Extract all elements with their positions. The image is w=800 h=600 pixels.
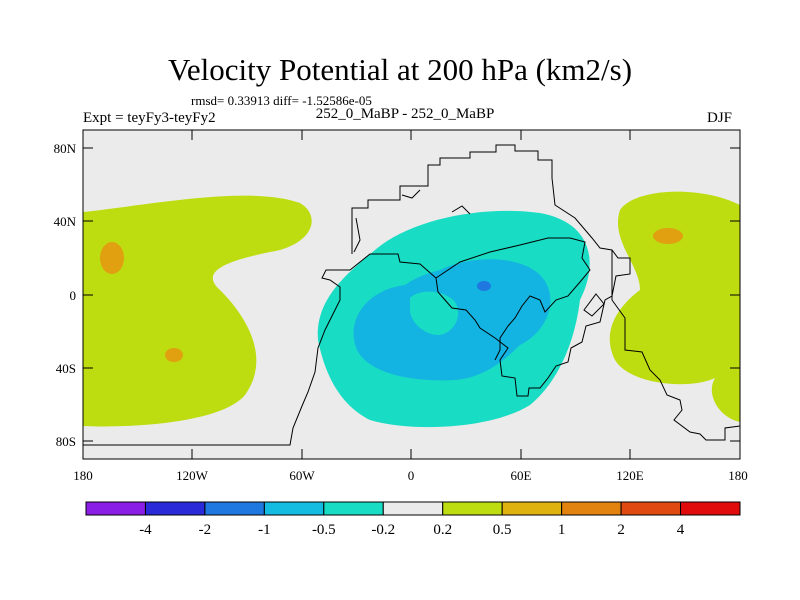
colorbar-label: -2	[199, 522, 212, 538]
colorbar-swatch	[501, 501, 563, 516]
lat-ticks	[83, 147, 740, 442]
lat-label: 80S	[56, 434, 76, 449]
colorbar-swatch	[144, 501, 206, 516]
colorbar-label: -4	[139, 522, 152, 538]
positive-max-east	[653, 228, 683, 244]
coastline-inner	[435, 237, 591, 361]
colorbar-label: -1	[258, 522, 271, 538]
lon-label: 120E	[616, 468, 644, 483]
lon-label: 0	[408, 468, 415, 483]
coastline-island-d	[583, 293, 605, 317]
plot-subtitle: 252_0_MaBP - 252_0_MaBP	[315, 106, 495, 122]
positive-anomaly-region-east	[609, 191, 740, 422]
colorbar-label: -0.2	[371, 522, 395, 538]
colorbar-label: 2	[617, 522, 625, 538]
colorbar-swatch	[85, 501, 146, 516]
lon-label: 60E	[511, 468, 532, 483]
colorbar-label: 0.5	[493, 522, 512, 538]
colorbar-swatch	[561, 501, 622, 516]
lon-labels: 180 120W 60W 0 60E 120E 180	[73, 468, 748, 483]
colorbar-label: 0.2	[433, 522, 452, 538]
colorbar-swatch	[442, 501, 503, 516]
colorbar	[85, 501, 741, 516]
coastlines	[83, 144, 740, 446]
experiment-label: Expt = teyFy3-teyFy2	[83, 110, 216, 126]
lat-label: 80N	[54, 141, 77, 156]
contour-fills	[83, 191, 740, 428]
lon-label: 120W	[176, 468, 209, 483]
colorbar-swatch	[263, 501, 325, 516]
colorbar-swatch	[204, 501, 265, 516]
colorbar-label: -0.5	[312, 522, 336, 538]
colorbar-swatch	[323, 501, 384, 516]
negative-minimum	[477, 281, 491, 291]
colorbar-swatch	[680, 501, 741, 516]
rmsd-diff-stats: rmsd= 0.33913 diff= -1.52586e-05	[191, 93, 372, 108]
colorbar-labels: -4 -2 -1 -0.5 -0.2 0.2 0.5 1 2 4	[139, 522, 685, 538]
coastline-island-b	[401, 189, 421, 199]
lat-labels: 80N 40N 0 40S 80S	[54, 141, 77, 449]
colorbar-swatch	[382, 501, 444, 516]
colorbar-swatch	[620, 501, 682, 516]
negative-inner-ring	[410, 291, 459, 336]
lat-label: 40N	[54, 214, 77, 229]
positive-max-west-north	[100, 242, 124, 274]
lat-label: 0	[70, 288, 77, 303]
lon-label: 180	[73, 468, 93, 483]
positive-max-west-south	[165, 348, 183, 362]
colorbar-label: 4	[677, 522, 685, 538]
lon-label: 180	[728, 468, 748, 483]
lon-label: 60W	[289, 468, 315, 483]
lon-ticks	[191, 130, 631, 459]
positive-anomaly-region-west	[83, 195, 312, 427]
colorbar-label: 1	[558, 522, 566, 538]
lat-label: 40S	[56, 361, 76, 376]
coastline-north-continent	[83, 144, 631, 446]
coastline-island-c	[451, 205, 471, 215]
season-label: DJF	[707, 110, 733, 126]
coastline-island-a	[353, 217, 361, 253]
plot-title: Velocity Potential at 200 hPa (km2/s)	[167, 52, 633, 87]
coastline-east-block	[611, 250, 740, 441]
